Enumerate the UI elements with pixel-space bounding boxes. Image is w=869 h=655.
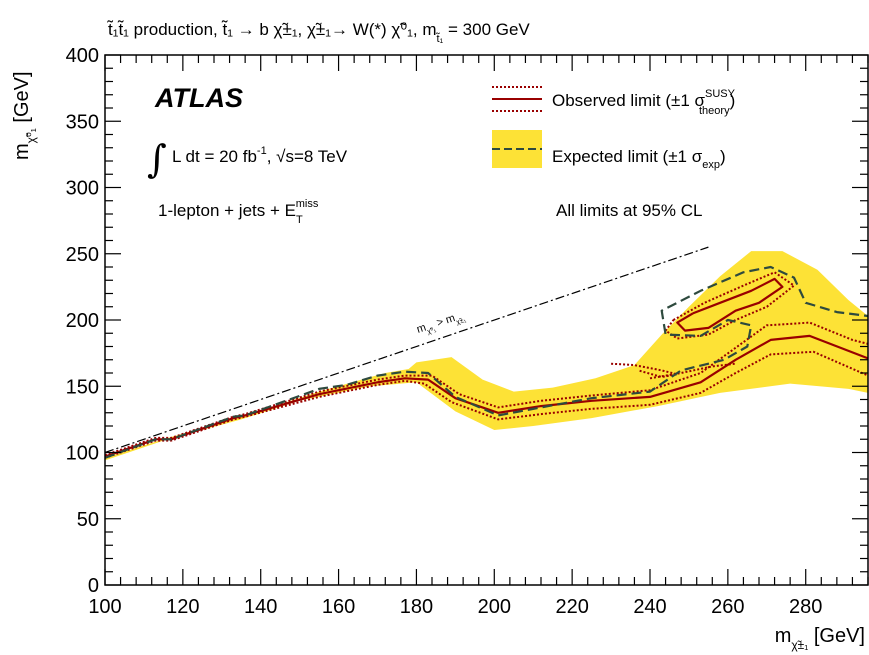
y-tick-label: 50 <box>77 509 99 531</box>
x-tick-label: 160 <box>322 596 355 618</box>
series-observed_island-line <box>676 277 784 332</box>
y-tick-label: 350 <box>66 111 99 133</box>
y-tick-labels: 0 50 100 150 200 250 300 350 400 <box>66 45 99 597</box>
plot-frame <box>104 54 869 586</box>
x-tick-label: 120 <box>166 596 199 618</box>
legend-observed-label: Observed limit (±1 σSUSY theory) <box>552 88 736 117</box>
kinematic-limit-line <box>104 246 709 454</box>
atlas-label: ATLAS <box>154 83 243 113</box>
band-layer <box>105 251 868 461</box>
y-tick-label: 300 <box>66 178 99 200</box>
expected-sigma-band <box>105 251 868 461</box>
x-tick-label: 200 <box>478 596 511 618</box>
channel-label: 1-lepton + jets + ETmiss <box>158 198 319 226</box>
x-tick-label: 240 <box>633 596 666 618</box>
ticks-layer <box>104 54 869 586</box>
y-tick-label: 0 <box>88 575 99 597</box>
x-tick-label: 280 <box>789 596 822 618</box>
y-tick-label: 250 <box>66 244 99 266</box>
series-expected-line <box>104 265 869 459</box>
x-tick-label: 260 <box>711 596 744 618</box>
lumi-label: L dt = 20 fb-1, √s=8 TeV <box>172 145 348 166</box>
legend-expected-label: Expected limit (±1 σexp) <box>552 147 726 171</box>
x-axis-label: mχ̃±₁ [GeV] <box>775 625 865 652</box>
y-axis-label: mχ̃⁰₁ [GeV] <box>11 71 38 160</box>
x-tick-label: 100 <box>88 596 121 618</box>
x-tick-label: 180 <box>400 596 433 618</box>
series-observed_minus-line <box>104 350 869 459</box>
y-tick-label: 100 <box>66 443 99 465</box>
integral-sign-icon: ∫ <box>147 137 167 181</box>
y-tick-label: 150 <box>66 376 99 398</box>
legend: Observed limit (±1 σSUSY theory) Expected… <box>492 86 736 171</box>
cl-note: All limits at 95% CL <box>556 201 702 220</box>
chart-title: t̃₁t̃₁ production, t̃₁ → b χ̃±₁, χ̃±₁→ W… <box>106 20 530 45</box>
series-layer <box>104 265 869 459</box>
y-tick-label: 400 <box>66 45 99 67</box>
y-tick-label: 200 <box>66 310 99 332</box>
x-tick-label: 220 <box>555 596 588 618</box>
diag-label: mχ̃⁰₁ > mχ̃±₁ <box>415 309 467 339</box>
series-observed-line <box>104 334 869 458</box>
series-observed_island_outer-line <box>664 271 795 340</box>
x-tick-labels: 100 120 140 160 180 200 220 240 260 280 <box>88 596 822 618</box>
x-tick-label: 140 <box>244 596 277 618</box>
